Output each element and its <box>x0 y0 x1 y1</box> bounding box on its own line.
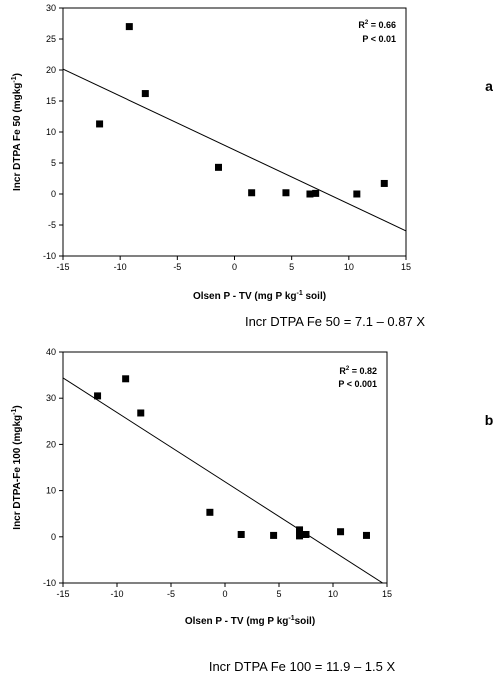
x-tick-label: 10 <box>328 589 338 599</box>
data-point <box>125 23 133 31</box>
y-tick-label: 0 <box>51 189 56 199</box>
p-value-label: P < 0.001 <box>338 379 377 389</box>
panel-letter: b <box>485 412 494 428</box>
plot-frame <box>62 7 407 257</box>
y-tick-label: 20 <box>46 65 56 75</box>
data-point <box>312 189 320 197</box>
x-tick-label: -15 <box>56 262 69 272</box>
y-tick-label: 20 <box>46 439 56 449</box>
data-point <box>96 120 104 128</box>
x-tick-label: 15 <box>382 589 392 599</box>
y-axis-title: Incr DTPA Fe 50 (mgkg-1) <box>11 73 23 191</box>
data-point <box>206 508 214 516</box>
p-value-label: P < 0.01 <box>362 34 396 44</box>
panel-letter: a <box>485 78 493 94</box>
data-point <box>380 179 388 187</box>
y-tick-label: 15 <box>46 96 56 106</box>
data-point <box>137 409 145 417</box>
data-point <box>237 530 245 538</box>
x-tick-label: -10 <box>114 262 127 272</box>
x-tick-label: -15 <box>56 589 69 599</box>
data-point <box>122 375 130 383</box>
y-tick-label: -5 <box>48 220 56 230</box>
y-tick-label: 30 <box>46 393 56 403</box>
data-point <box>248 189 256 197</box>
y-tick-label: 10 <box>46 127 56 137</box>
y-tick-label: 40 <box>46 347 56 357</box>
y-tick-label: 25 <box>46 34 56 44</box>
x-tick-label: 10 <box>344 262 354 272</box>
regression-equation: Incr DTPA Fe 100 = 11.9 – 1.5 X <box>209 659 396 674</box>
data-point <box>362 531 370 539</box>
y-tick-label: -10 <box>43 578 56 588</box>
data-point <box>214 163 222 171</box>
x-tick-label: 5 <box>276 589 281 599</box>
y-tick-label: 0 <box>51 532 56 542</box>
regression-line <box>63 377 384 583</box>
data-point <box>270 531 278 539</box>
data-point <box>141 90 149 98</box>
y-tick-label: 30 <box>46 3 56 13</box>
y-tick-label: 10 <box>46 486 56 496</box>
r-squared-label: R2 = 0.66 <box>358 20 396 30</box>
data-point <box>353 190 361 198</box>
data-point <box>337 528 345 536</box>
x-tick-label: 15 <box>401 262 411 272</box>
data-point <box>296 532 304 540</box>
x-tick-label: -10 <box>110 589 123 599</box>
x-tick-label: 0 <box>232 262 237 272</box>
x-tick-label: -5 <box>167 589 175 599</box>
x-axis-title: Olsen P - TV (mg P kg-1soil) <box>185 615 315 627</box>
y-tick-label: 5 <box>51 158 56 168</box>
r-squared-label: R2 = 0.82 <box>339 366 377 376</box>
regression-equation: Incr DTPA Fe 50 = 7.1 – 0.87 X <box>245 314 425 329</box>
data-point <box>306 190 314 198</box>
x-tick-label: 5 <box>289 262 294 272</box>
data-point <box>302 530 310 538</box>
y-tick-label: -10 <box>43 251 56 261</box>
x-tick-label: -5 <box>173 262 181 272</box>
regression-line <box>63 68 406 232</box>
x-tick-label: 0 <box>222 589 227 599</box>
data-point <box>282 189 290 197</box>
data-point <box>296 526 304 534</box>
data-point <box>94 392 102 400</box>
y-axis-title: Incr DTPA-Fe 100 (mgkg-1) <box>11 405 23 529</box>
x-axis-title: Olsen P - TV (mg P kg-1 soil) <box>193 290 326 302</box>
